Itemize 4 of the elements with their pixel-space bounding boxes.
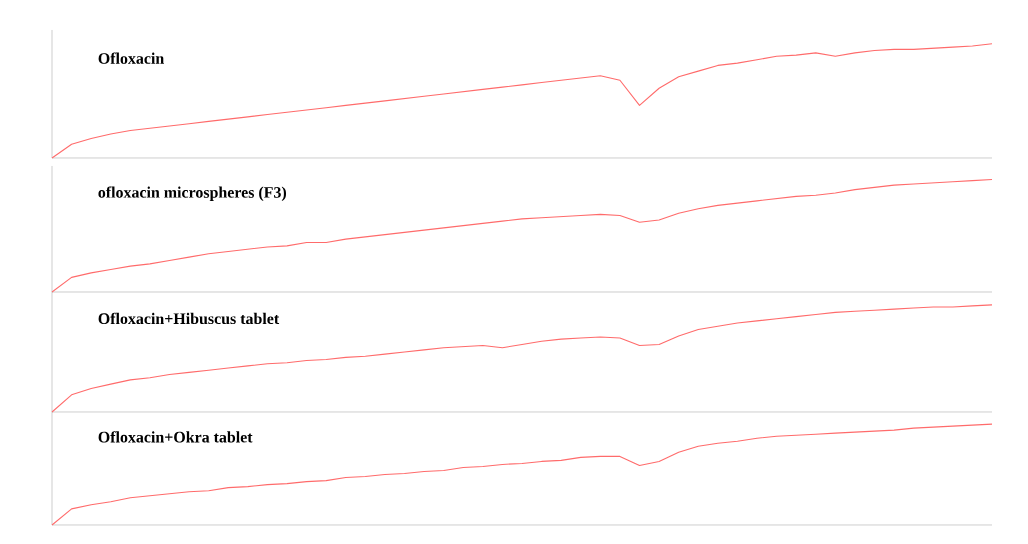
chart-title: Ofloxacin+Hibuscus tablet — [98, 312, 280, 325]
chart-title: ofloxacin microspheres (F3) — [98, 186, 287, 202]
chart-title: Ofloxacin — [98, 52, 165, 64]
chart-title: Ofloxacin+Okra tablet — [98, 431, 253, 443]
